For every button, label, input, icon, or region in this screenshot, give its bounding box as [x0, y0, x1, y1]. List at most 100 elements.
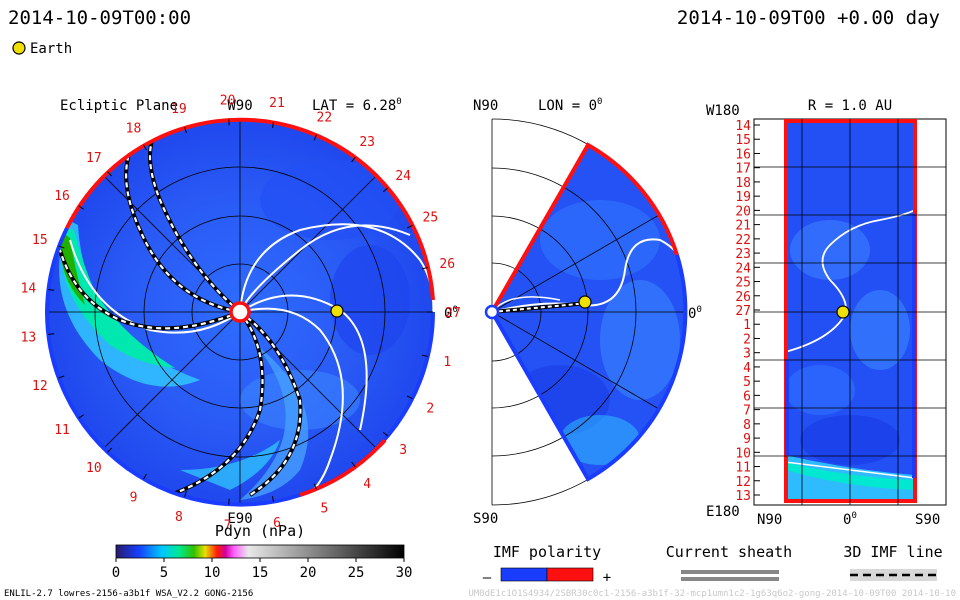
imf-line-title: 3D IMF line [843, 543, 942, 561]
ecliptic-rim-tick-label: 24 [395, 169, 411, 184]
ecliptic-right-label: 00 [444, 305, 458, 322]
ecliptic-rim-tick-label: 21 [269, 96, 285, 111]
current-sheath-swatch [681, 570, 779, 574]
colorbar-tick-label: 10 [204, 565, 221, 581]
ecliptic-rim-tick-label: 7 [224, 519, 232, 534]
ecliptic-rim-tick-label: 10 [86, 461, 102, 476]
colorbar-tick-label: 25 [348, 565, 365, 581]
sphere-y-tick-label: 20 [735, 204, 751, 219]
meridional-rim-positive-north [490, 142, 679, 313]
sphere-title: R = 1.0 AU [808, 98, 892, 114]
sphere-y-tick-label: 18 [735, 176, 751, 191]
ecliptic-rim-tick-label: 6 [273, 516, 281, 531]
ecliptic-rim-tick-label: 15 [32, 233, 48, 248]
ecliptic-rim-tick-label: 20 [220, 93, 236, 108]
ecliptic-earth-marker [330, 304, 344, 318]
imf-polarity-positive-swatch [546, 567, 594, 582]
current-sheath-legend: Current sheath [666, 543, 792, 581]
imf-polarity-legend: IMF polarity – + [483, 543, 611, 586]
earth-legend-label: Earth [30, 41, 72, 57]
imf-line-legend: 3D IMF line [843, 543, 943, 581]
sphere-y-tick-label: 25 [735, 276, 751, 291]
meridional-panel: N90 LON = 00 S90 00 [473, 97, 702, 527]
ecliptic-rim-tick-label: 25 [423, 210, 439, 225]
sphere-y-tick-label: 7 [743, 404, 751, 419]
sphere-y-tick-label: 11 [735, 461, 751, 476]
sphere-y-tick-label: 6 [743, 389, 751, 404]
ecliptic-rim-tick-label: 17 [86, 151, 102, 166]
colorbar-tick-label: 15 [252, 565, 269, 581]
imf-polarity-negative-swatch [500, 567, 548, 582]
ecliptic-title: Ecliptic Plane [60, 98, 178, 114]
sphere-y-tick-label: 1 [743, 318, 751, 333]
sphere-y-tick-label: 13 [735, 489, 751, 504]
sphere-y-tick-label: 16 [735, 147, 751, 162]
sphere-y-tick-label: 14 [735, 119, 751, 134]
ecliptic-rim-tick-label: 11 [54, 423, 70, 438]
sun-marker [229, 301, 251, 323]
ecliptic-rim-tick-label: 16 [54, 189, 70, 204]
colorbar-tick-label: 0 [112, 565, 120, 581]
ecliptic-rim-tick-label: 9 [130, 490, 138, 505]
colorbar-tick-label: 30 [396, 565, 413, 581]
sphere-y-tick-label: 26 [735, 290, 751, 305]
colorbar-tick-label: 5 [160, 565, 168, 581]
ecliptic-rim-tick-label: 1 [443, 355, 451, 370]
ecliptic-rim-tick-label: 8 [175, 510, 183, 525]
ecliptic-rim-tick-label: 3 [399, 443, 407, 458]
imf-polarity-title: IMF polarity [493, 543, 601, 561]
earth-legend-icon [12, 41, 26, 55]
current-sheath-title: Current sheath [666, 543, 792, 561]
sphere-y-tick-label: 5 [743, 375, 751, 390]
sphere-y-tick-label: 2 [743, 332, 751, 347]
ecliptic-top-label: W90 [227, 98, 252, 114]
sphere-y-tick-label: 8 [743, 418, 751, 433]
meridional-bottom-label: S90 [473, 511, 498, 527]
ecliptic-rim-tick-label: 22 [317, 110, 333, 125]
colorbar-gradient [115, 544, 405, 559]
sphere-y-tick-label: 22 [735, 233, 751, 248]
meridional-top-label: N90 [473, 98, 498, 114]
sphere-y-tick-label: 19 [735, 190, 751, 205]
imf-polarity-minus: – [483, 570, 492, 586]
sphere-y-tick-label: 27 [735, 304, 751, 319]
ecliptic-rim-tick-label: 27 [445, 306, 461, 321]
footer-run-info: UM0dE1c1O1S4934/2SBR30c0c1-2156-a3b1f-32… [468, 589, 956, 599]
sphere-y-tick-label: 9 [743, 432, 751, 447]
right-timestamp: 2014-10-09T00 +0.00 day [677, 7, 940, 29]
sphere-y-tick-label: 15 [735, 133, 751, 148]
sphere-y-tick-label: 23 [735, 247, 751, 262]
ecliptic-rim-tick-label: 26 [439, 257, 455, 272]
ecliptic-bottom-label: E90 [227, 511, 252, 527]
ecliptic-rim-tick-label: 4 [363, 477, 371, 492]
ecliptic-rim-tick-label: 14 [21, 281, 37, 296]
sphere-y-ticks: 1415161718192021222324252627123456789101… [735, 119, 760, 504]
sphere-y-tick-label: 4 [743, 361, 751, 376]
meridional-sun-marker [484, 304, 500, 320]
sphere-y-tick-label: 17 [735, 162, 751, 177]
ecliptic-rim-tick-label: 2 [426, 402, 434, 417]
ecliptic-rim-tick-label: 12 [32, 379, 48, 394]
ecliptic-lat-label: LAT = 6.280 [312, 97, 402, 114]
meridional-earth-marker [578, 295, 592, 309]
sphere-panel: R = 1.0 AU W180 E180 N90 00 S90 14151617… [706, 98, 947, 528]
ecliptic-rim-tick-label: 13 [21, 331, 37, 346]
sphere-y-tick-label: 10 [735, 446, 751, 461]
ecliptic-rim-positive [65, 117, 435, 301]
colorbar-tick-label: 20 [300, 565, 317, 581]
imf-polarity-plus: + [603, 570, 611, 586]
ecliptic-rim-positive-south [299, 438, 387, 497]
ecliptic-rim-tick-label: 23 [359, 135, 375, 150]
ecliptic-panel: Ecliptic Plane W90 LAT = 6.280 E90 00 14… [21, 93, 461, 533]
sphere-x-label-mid: 00 [843, 511, 857, 528]
sphere-y-tick-label: 3 [743, 347, 751, 362]
ecliptic-rim-tick-label: 19 [171, 102, 187, 117]
meridional-right-label: 00 [688, 305, 702, 322]
ecliptic-rim-tick-label: 5 [320, 502, 328, 517]
meridional-rim-negative [490, 254, 688, 482]
sphere-top-label: W180 [706, 103, 740, 119]
sphere-y-tick-label: 24 [735, 261, 751, 276]
footer-model-info: ENLIL-2.7 lowres-2156-a3b1f WSA_V2.2 GON… [4, 589, 253, 599]
colorbar-label: Pdyn (nPa) [215, 522, 305, 540]
